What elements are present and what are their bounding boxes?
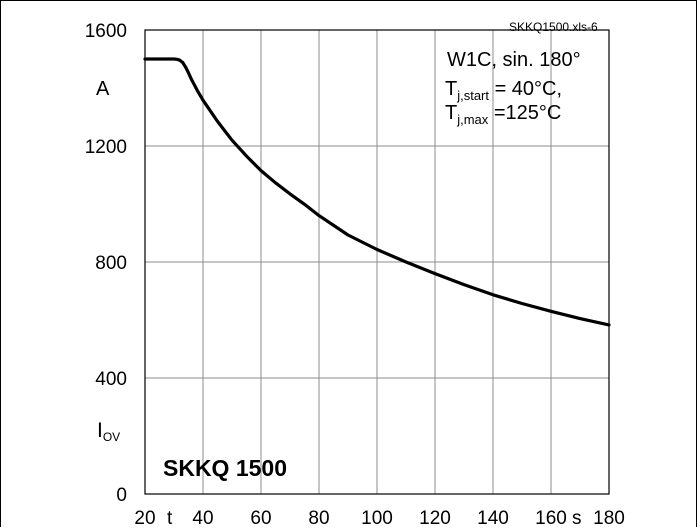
- y-tick-label: 1200: [85, 137, 127, 158]
- x-tick-label: 100: [361, 508, 393, 527]
- x-tick-label: 120: [419, 508, 451, 527]
- y-tick-label: 0: [116, 485, 127, 506]
- x-tick-label: 160: [535, 508, 567, 527]
- condition-line-2: Tj,start = 40°C,: [445, 78, 562, 103]
- x-tick-label: 80: [308, 508, 329, 527]
- y-axis-unit: A: [96, 78, 110, 100]
- y-axis-symbol: IOV: [97, 419, 120, 444]
- x-tick-label: 140: [477, 508, 509, 527]
- x-tick-label: 60: [250, 508, 271, 527]
- condition-line-1: W1C, sin. 180°: [447, 49, 581, 71]
- plot-area-border: [144, 29, 610, 495]
- x-tick-label: 20: [134, 508, 155, 527]
- x-tick-label: 180: [593, 508, 625, 527]
- y-tick-label: 1600: [85, 21, 127, 42]
- y-tick-label: 400: [95, 369, 127, 390]
- y-tick-label: 800: [95, 253, 127, 274]
- x-axis-unit: s: [572, 508, 582, 527]
- x-tick-labels: 20 40 60 80 100 120 140 160 180: [134, 508, 625, 529]
- grid: [144, 29, 610, 495]
- condition-line-3: Tj,max =125°C: [445, 102, 561, 127]
- device-label: SKKQ 1500: [163, 455, 287, 481]
- y-tick-labels: 0 400 800 1200 1600: [85, 21, 127, 506]
- series-layer: [143, 57, 611, 327]
- x-tick-label: 40: [192, 508, 213, 527]
- file-tag: SKKQ1500.xls-6: [509, 20, 598, 34]
- x-axis-symbol: t: [167, 508, 173, 527]
- series-line: [143, 57, 611, 327]
